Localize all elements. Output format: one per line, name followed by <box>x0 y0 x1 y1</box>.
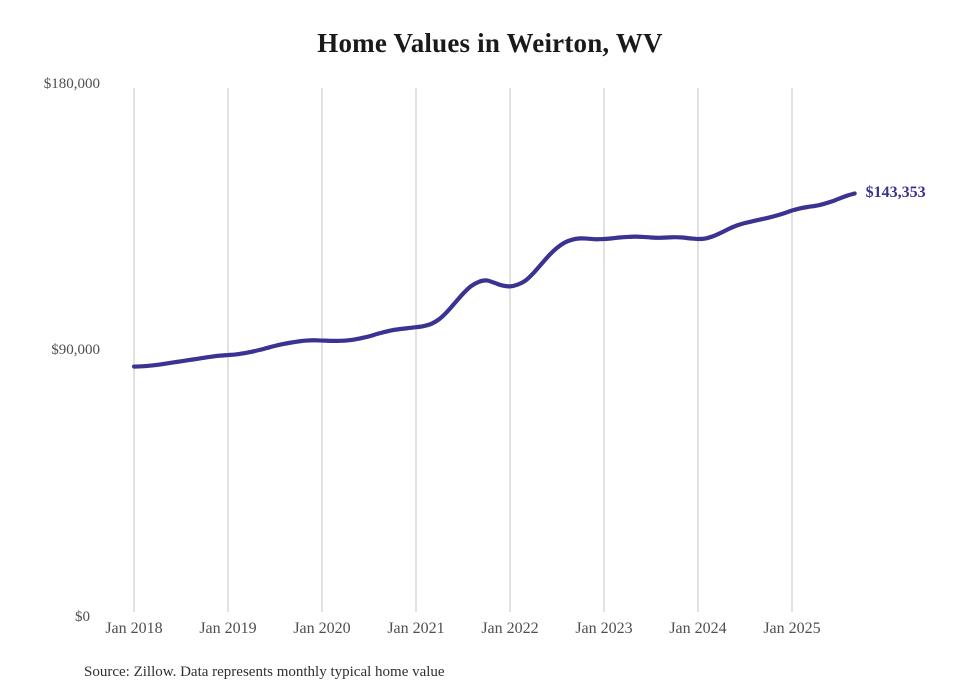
x-axis-tick-jan-2022: Jan 2022 <box>481 620 539 637</box>
y-axis-tick-180000: $180,000 <box>43 76 100 92</box>
x-axis-tick-jan-2020: Jan 2020 <box>293 620 351 637</box>
chart-title: Home Values in Weirton, WV <box>317 28 663 58</box>
endpoint-value-label: $143,353 <box>865 183 926 201</box>
y-axis-tick-0: $0 <box>75 609 90 625</box>
x-axis-tick-jan-2023: Jan 2023 <box>575 620 633 637</box>
x-axis-tick-jan-2025: Jan 2025 <box>763 620 821 637</box>
source-note: Source: Zillow. Data represents monthly … <box>84 664 445 680</box>
series-line <box>131 191 857 369</box>
x-axis-tick-jan-2019: Jan 2019 <box>199 620 257 637</box>
x-axis-tick-jan-2021: Jan 2021 <box>387 620 445 637</box>
x-axis-tick-jan-2018: Jan 2018 <box>105 620 163 637</box>
data-line-group <box>131 191 857 369</box>
gridlines <box>133 88 793 612</box>
x-axis-tick-jan-2024: Jan 2024 <box>669 620 727 637</box>
y-axis-tick-90000: $90,000 <box>51 342 100 358</box>
